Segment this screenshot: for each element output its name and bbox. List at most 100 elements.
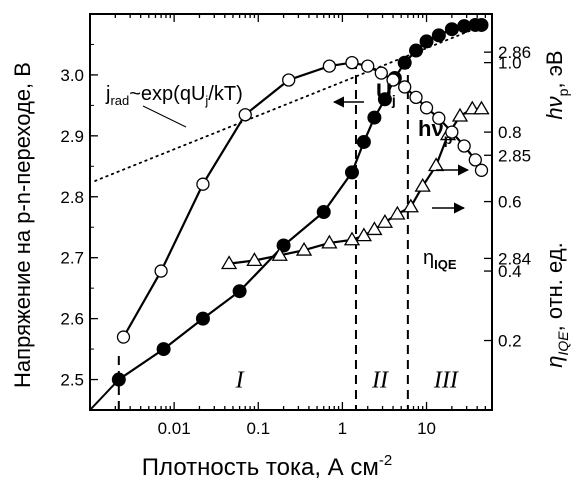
fit-label: jrad~exp(qUj/kT) [105,83,243,108]
series-0-point-1 [156,342,171,357]
series-1-point-14 [451,107,469,122]
series-0-point-5 [316,205,331,219]
region-label-1: II [371,368,389,394]
x-tick-label: 10 [417,419,436,438]
y-left-tick-label: 2.8 [60,188,84,207]
y-eta-tick-label: 0.2 [498,332,522,351]
y-eta-tick-label: 0.8 [498,123,522,142]
uj-label-main: U [376,79,392,104]
series-2-point-5 [322,59,337,73]
y-hv-tick-label: 2.84 [498,249,531,268]
region-label-2: III [433,368,459,394]
y-right-bottom-title-sub: IQE [555,331,571,356]
series-0-point-3 [232,284,247,299]
y-right-bottom-axis-title: ηIQE, отн. ед. [542,242,571,367]
series-2-point-9 [386,73,400,87]
series-2-point-15 [457,139,471,153]
series-markers [111,17,490,387]
y-right-bottom-title-suffix: , отн. ед. [542,242,567,331]
series-1-point-1 [246,252,263,267]
y-hv-tick-label: 2.85 [498,146,531,165]
hv-label: hνp [418,116,452,147]
series-2-point-12 [419,101,434,115]
axis-ticks: 0.01 0.1 1 10 2.5 2.6 2.7 2.8 2.9 3.0 2.84 2.85 2.86… [60,13,531,438]
y-left-tick-label: 2.5 [60,371,84,390]
series-0-point-12 [409,43,424,58]
x-tick-label: 0.1 [246,419,270,438]
y-right-top-axis-title: hνp, эВ [542,50,571,119]
x-tick-label: 1 [338,419,347,438]
series-1-point-10 [402,198,419,213]
y-right-top-title-suffix: , эВ [542,50,567,88]
x-axis-title-main: Плотность тока, А см [142,454,379,481]
series-line-0 [118,23,482,381]
x-axis-title: Плотность тока, А см-2 [142,452,392,481]
series-1-point-3 [295,241,313,256]
series-0-point-9 [377,92,392,107]
fit-label-sub1: rad [110,93,129,108]
series-0-point-2 [195,311,210,326]
x-tick-label: 0.01 [158,419,191,438]
series-2-point-10 [398,80,412,94]
series-0-point-8 [367,110,382,125]
y-eta-tick-label: 0.4 [498,262,522,281]
fit-label-j: j [105,83,110,105]
region-label-0: I [235,368,245,394]
series-0-point-13 [419,34,434,49]
series-0-point-0 [111,372,126,387]
series-2-point-16 [468,153,482,167]
y-right-top-title-main: hν [542,96,567,119]
series-2-point-8 [374,66,388,80]
fit-label-end: /kT) [208,83,242,105]
series-2-point-4 [282,73,296,87]
y-left-tick-label: 2.6 [60,310,84,329]
series-0-point-18 [474,17,489,32]
series-1-point-12 [427,157,445,172]
series-2-point-6 [345,55,359,70]
series-1-point-8 [376,214,394,228]
y-left-tick-label: 2.9 [60,127,84,146]
uj-label-sub: j [391,92,396,108]
hv-label-main: hν [418,116,444,141]
eta-label-sub: IQE [434,257,457,272]
series-1-point-4 [321,234,338,249]
fit-label-mid: ~exp(qU [129,83,205,105]
y-left-axis-title: Напряжение на p-n-переходе, В [10,62,35,388]
y-right-bottom-title-main: η [542,356,567,368]
y-right-top-title-sub: p [555,88,571,96]
y-left-tick-label: 2.7 [60,249,84,268]
series-0-point-7 [356,134,371,149]
series-0-point-15 [444,22,459,37]
series-1-point-7 [366,221,383,236]
y-eta-tick-label: 0.6 [498,193,522,212]
y-eta-tick-label: 1.0 [498,54,522,73]
series-2-point-7 [361,59,375,73]
fit-label-sub2: j [204,93,208,108]
series-1-point-11 [414,177,431,192]
series-1-point-0 [220,255,238,270]
region-boundaries: I II III [117,60,459,410]
series-1-point-16 [473,100,490,115]
series-1-point-9 [389,205,406,220]
series-0-point-11 [397,55,412,70]
series-1-point-5 [343,231,361,246]
series-2-point-11 [409,90,423,105]
fit-label-pointer [142,105,187,128]
series-2-point-0 [116,330,131,344]
series-2-point-2 [196,177,210,191]
y-hv-tick-label: 2.86 [498,43,531,62]
series-2-point-17 [474,163,489,177]
series-0-point-14 [431,28,446,43]
eta-label-main: η [423,247,434,269]
uj-label: Uj [376,79,396,108]
hv-label-sub: p [444,131,453,147]
series-2-point-1 [154,264,168,278]
series-2-point-14 [445,125,459,139]
plot-frame [89,13,493,411]
series-2-point-3 [238,108,252,122]
series-0-point-6 [344,165,359,180]
x-axis-title-sup: -2 [379,452,392,469]
eta-label: ηIQE [423,247,457,272]
series-1-point-2 [271,247,288,261]
